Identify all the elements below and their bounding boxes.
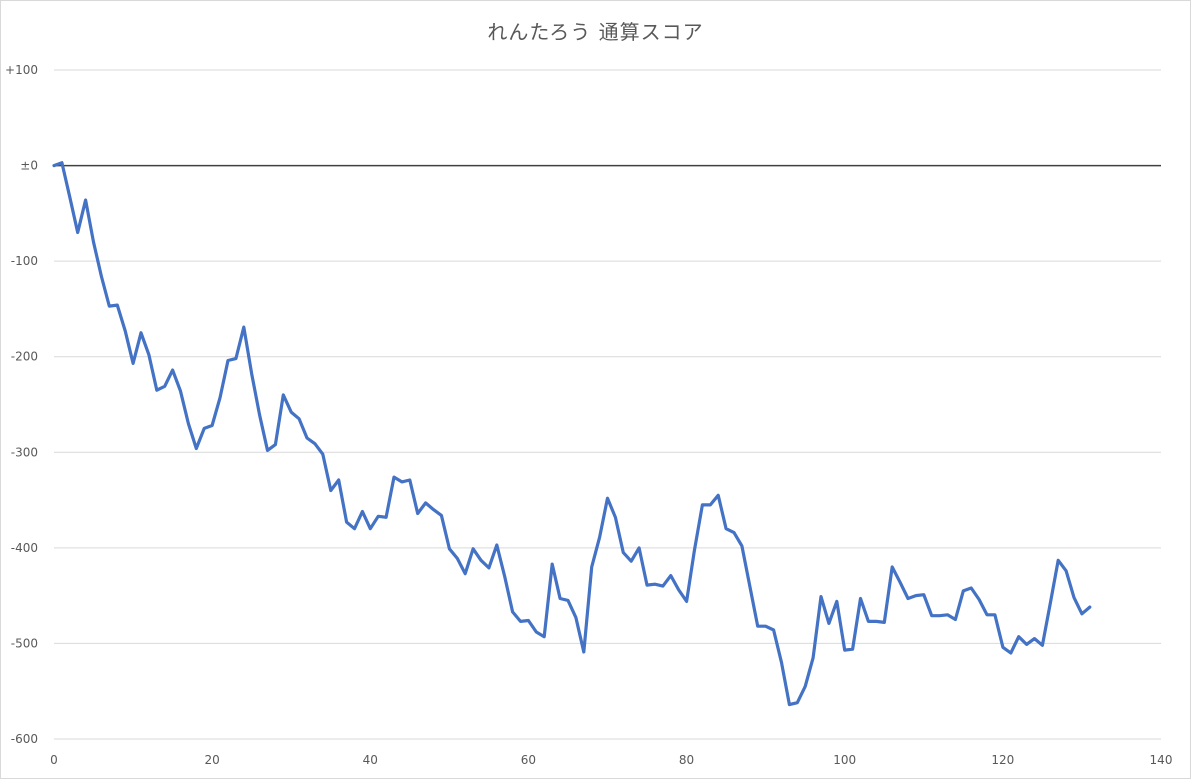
x-tick-label: 100 (833, 753, 856, 767)
x-tick-label: 140 (1150, 753, 1173, 767)
x-tick-label: 0 (50, 753, 58, 767)
series-line (52, 161, 1092, 707)
y-tick-label: -200 (11, 350, 38, 364)
y-tick-label: ±0 (20, 159, 38, 173)
x-axis-ticks: 0 20 40 60 80 100 120 140 (50, 753, 1172, 767)
y-axis-ticks: +100 ±0 -100 -200 -300 -400 -500 -600 (5, 63, 38, 746)
y-tick-label: -400 (11, 541, 38, 555)
x-tick-label: 20 (205, 753, 220, 767)
y-tick-label: -100 (11, 254, 38, 268)
x-tick-label: 120 (991, 753, 1014, 767)
x-tick-label: 40 (363, 753, 378, 767)
y-tick-label: -500 (11, 636, 38, 650)
x-tick-label: 60 (521, 753, 536, 767)
y-tick-label: +100 (5, 63, 38, 77)
x-tick-label: 80 (679, 753, 694, 767)
series-layer (52, 161, 1092, 707)
y-tick-label: -300 (11, 445, 38, 459)
gridlines (54, 69, 1161, 740)
chart-title: れんたろう 通算スコア (487, 20, 704, 44)
y-tick-label: -600 (11, 732, 38, 746)
